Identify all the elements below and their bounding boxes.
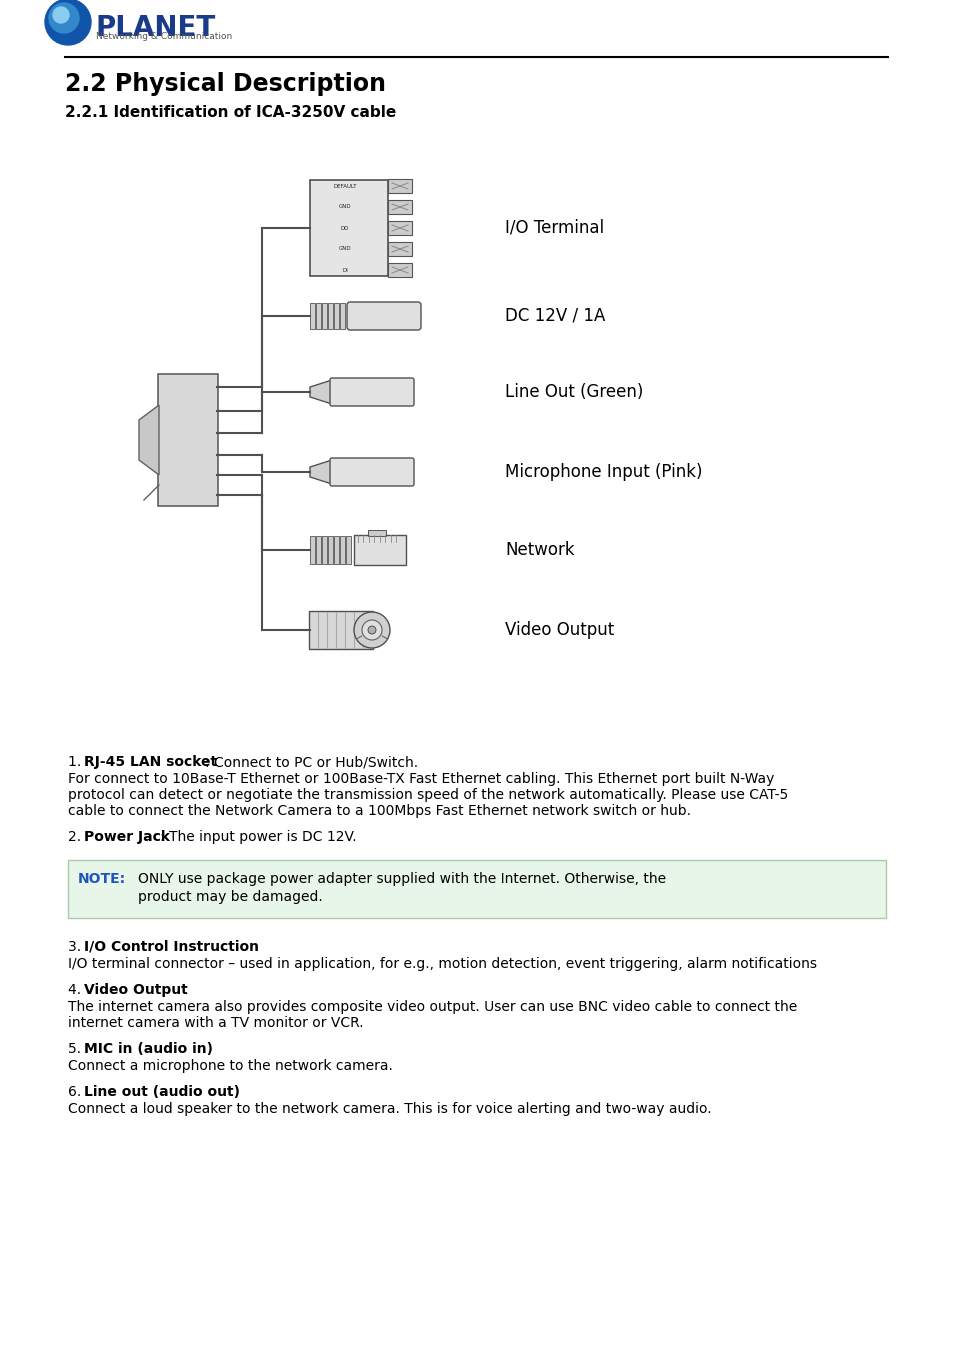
Bar — [315, 536, 320, 564]
Bar — [388, 263, 412, 277]
Bar — [339, 536, 345, 564]
Circle shape — [49, 3, 79, 32]
Text: Connect a microphone to the network camera.: Connect a microphone to the network came… — [68, 1058, 393, 1073]
Text: GND: GND — [338, 247, 351, 251]
Text: PLANET: PLANET — [96, 14, 216, 42]
Text: Line out (audio out): Line out (audio out) — [84, 1085, 240, 1099]
Bar — [310, 536, 314, 564]
Polygon shape — [139, 405, 159, 475]
Text: 2.2 Physical Description: 2.2 Physical Description — [65, 72, 386, 96]
Bar — [310, 302, 314, 329]
Text: I/O Terminal: I/O Terminal — [504, 219, 603, 238]
Text: GND: GND — [338, 204, 351, 209]
Text: 6.: 6. — [68, 1085, 86, 1099]
Text: 1.: 1. — [68, 755, 86, 770]
Bar — [346, 536, 351, 564]
Text: I/O terminal connector – used in application, for e.g., motion detection, event : I/O terminal connector – used in applica… — [68, 957, 816, 971]
Bar — [354, 535, 406, 566]
Bar — [388, 180, 412, 193]
Text: I/O Control Instruction: I/O Control Instruction — [84, 940, 258, 954]
Circle shape — [45, 0, 91, 45]
Bar — [328, 536, 333, 564]
Text: : The input power is DC 12V.: : The input power is DC 12V. — [160, 830, 356, 844]
Text: Line Out (Green): Line Out (Green) — [504, 383, 642, 401]
Text: Networking & Communication: Networking & Communication — [96, 32, 232, 40]
Text: : Connect to PC or Hub/Switch.: : Connect to PC or Hub/Switch. — [205, 755, 417, 770]
Text: The internet camera also provides composite video output. User can use BNC video: The internet camera also provides compos… — [68, 1000, 797, 1014]
Text: 5.: 5. — [68, 1042, 86, 1056]
Text: Video Output: Video Output — [84, 983, 188, 998]
Text: DC 12V / 1A: DC 12V / 1A — [504, 306, 605, 325]
Text: RJ-45 LAN socket: RJ-45 LAN socket — [84, 755, 217, 770]
Circle shape — [368, 626, 375, 634]
Text: NOTE:: NOTE: — [78, 872, 126, 886]
Bar — [334, 302, 338, 329]
Text: DEFAULT: DEFAULT — [333, 184, 356, 189]
Bar — [334, 536, 338, 564]
Text: Microphone Input (Pink): Microphone Input (Pink) — [504, 463, 701, 481]
Text: 2.2.1 Identification of ICA-3250V cable: 2.2.1 Identification of ICA-3250V cable — [65, 105, 395, 120]
Polygon shape — [310, 379, 332, 404]
Text: DI: DI — [342, 267, 348, 273]
Bar — [310, 180, 388, 275]
FancyBboxPatch shape — [347, 302, 420, 329]
Text: MIC in (audio in): MIC in (audio in) — [84, 1042, 213, 1056]
Bar — [315, 302, 320, 329]
Circle shape — [361, 620, 381, 640]
Text: Video Output: Video Output — [504, 621, 614, 639]
Text: internet camera with a TV monitor or VCR.: internet camera with a TV monitor or VCR… — [68, 1017, 363, 1030]
FancyBboxPatch shape — [309, 612, 373, 649]
FancyBboxPatch shape — [158, 374, 218, 506]
Text: Network: Network — [504, 541, 574, 559]
Text: cable to connect the Network Camera to a 100Mbps Fast Ethernet network switch or: cable to connect the Network Camera to a… — [68, 805, 690, 818]
Text: ONLY use package power adapter supplied with the Internet. Otherwise, the: ONLY use package power adapter supplied … — [138, 872, 665, 886]
FancyBboxPatch shape — [330, 378, 414, 406]
Bar — [388, 200, 412, 215]
Bar — [388, 221, 412, 235]
Bar — [339, 302, 345, 329]
Text: 2.: 2. — [68, 830, 86, 844]
Text: 4.: 4. — [68, 983, 86, 998]
Polygon shape — [310, 460, 332, 485]
FancyBboxPatch shape — [330, 458, 414, 486]
Text: 3.: 3. — [68, 940, 86, 954]
Bar — [328, 302, 333, 329]
Bar — [368, 531, 386, 536]
Circle shape — [53, 7, 69, 23]
Text: For connect to 10Base-T Ethernet or 100Base-TX Fast Ethernet cabling. This Ether: For connect to 10Base-T Ethernet or 100B… — [68, 772, 774, 786]
Text: protocol can detect or negotiate the transmission speed of the network automatic: protocol can detect or negotiate the tra… — [68, 788, 787, 802]
Text: Power Jack: Power Jack — [84, 830, 170, 844]
Text: product may be damaged.: product may be damaged. — [138, 890, 322, 905]
Text: Connect a loud speaker to the network camera. This is for voice alerting and two: Connect a loud speaker to the network ca… — [68, 1102, 711, 1116]
Bar — [322, 302, 327, 329]
Bar — [68, 860, 885, 918]
Circle shape — [354, 612, 390, 648]
Bar — [388, 242, 412, 256]
Text: DO: DO — [340, 225, 349, 231]
Bar — [322, 536, 327, 564]
